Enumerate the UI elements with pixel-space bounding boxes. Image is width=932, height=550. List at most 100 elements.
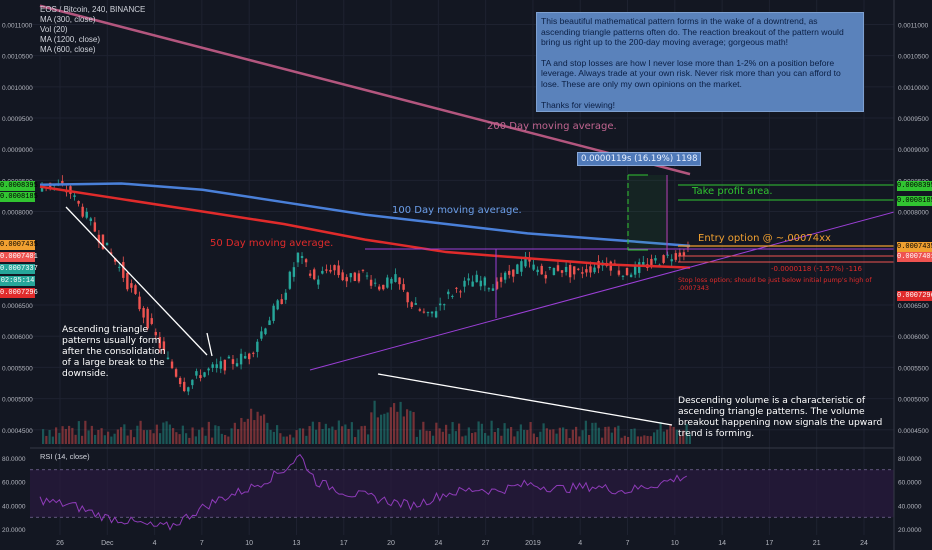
candle <box>321 270 324 274</box>
x-tick-label: 24 <box>434 540 442 547</box>
rsi-line <box>39 453 687 531</box>
candle <box>77 200 80 204</box>
indicator-ma600[interactable]: MA (600, close) <box>40 45 96 54</box>
volume-bar <box>474 432 477 444</box>
candle <box>288 271 292 289</box>
candle <box>361 269 365 271</box>
price-tag-left: 0.0007401 <box>0 252 38 262</box>
volume-bar <box>666 429 669 444</box>
volume-bar <box>253 420 256 444</box>
indicator-ma300[interactable]: MA (300, close) <box>40 15 96 24</box>
candle <box>650 258 653 266</box>
info-box[interactable]: This beautiful mathematical pattern form… <box>536 12 864 112</box>
x-tick-label: 14 <box>718 540 726 547</box>
x-tick-label: 20 <box>387 540 395 547</box>
candle <box>349 273 352 278</box>
candle <box>589 266 592 273</box>
candle <box>373 282 377 284</box>
rsi-tick-left: 40.0000 <box>2 503 26 510</box>
candle <box>585 269 588 273</box>
candle <box>369 279 373 286</box>
volume-bar <box>324 423 327 444</box>
candle <box>93 222 97 232</box>
volume-bar <box>204 435 207 444</box>
volume-bar <box>393 403 396 444</box>
indicator-volume[interactable]: Vol (20) <box>40 25 68 34</box>
price-tag-left: 02:05:14 <box>0 276 35 286</box>
volume-bar <box>685 423 688 444</box>
volume-bar <box>165 421 168 444</box>
volume-bar <box>581 430 584 444</box>
volume-bar <box>584 420 587 444</box>
candle <box>386 277 389 288</box>
volume-bar <box>545 428 548 444</box>
support-trendline <box>309 211 895 371</box>
candle <box>276 300 279 310</box>
candle <box>609 261 612 271</box>
volume-bar <box>415 436 418 444</box>
candle <box>499 277 503 282</box>
volume-bar <box>409 410 412 444</box>
volume-bar <box>669 423 672 444</box>
volume-bar <box>679 436 682 444</box>
volume-bar <box>298 428 301 444</box>
volume-bar <box>620 437 623 444</box>
volume-bar <box>597 427 600 444</box>
volume-bar <box>347 428 350 444</box>
candle <box>292 267 296 277</box>
volume-bar <box>682 430 685 444</box>
x-tick-label: 17 <box>766 540 774 547</box>
volume-bar <box>51 436 54 444</box>
volume-bar <box>532 433 535 444</box>
candle <box>536 269 539 273</box>
volume-bar <box>321 429 324 444</box>
candle <box>516 264 519 274</box>
y-tick-label: 0.0011000 <box>898 22 929 29</box>
candle <box>577 268 580 270</box>
volume-bar <box>510 427 513 444</box>
candle <box>642 261 645 266</box>
symbol-title: EOS / Bitcoin, 240, BINANCE <box>40 5 146 14</box>
candle <box>402 284 405 290</box>
candle <box>166 357 170 360</box>
volume-bar <box>350 422 353 444</box>
volume-bar <box>389 407 392 444</box>
volume-bar <box>484 433 487 444</box>
volume-bar <box>113 433 116 444</box>
candle <box>284 292 287 300</box>
volume-bar <box>84 420 87 444</box>
volume-bar <box>552 429 555 444</box>
candle <box>503 272 507 280</box>
candle <box>544 274 547 279</box>
volume-bar <box>529 422 532 444</box>
rsi-band <box>30 469 894 518</box>
candle <box>174 369 178 377</box>
volume-bar <box>211 437 214 444</box>
x-tick-label: 26 <box>56 540 64 547</box>
candle <box>471 281 474 287</box>
volume-bar <box>588 434 591 444</box>
ma200-label: 200 Day moving average. <box>487 121 617 132</box>
volume-bar <box>269 429 272 444</box>
volume-bar <box>224 434 227 444</box>
indicator-ma1200[interactable]: MA (1200, close) <box>40 35 101 44</box>
y-tick-label: 0.0008000 <box>898 210 929 217</box>
volume-bar <box>103 435 106 444</box>
volume-bar <box>123 424 126 444</box>
candle <box>406 292 409 303</box>
ma50-line <box>39 185 691 269</box>
candle <box>365 275 369 277</box>
volume-bar <box>100 428 103 444</box>
candle <box>231 359 235 364</box>
volume-bar <box>614 427 617 444</box>
candle <box>183 381 186 392</box>
info-paragraph-2: TA and stop losses are how I never lose … <box>541 57 841 89</box>
volume-bar <box>168 424 171 444</box>
candle <box>662 255 665 263</box>
volume-bar <box>279 433 282 444</box>
volume-bar <box>198 429 201 444</box>
candle <box>593 267 596 273</box>
volume-bar <box>64 429 67 444</box>
volume-bar <box>191 427 194 444</box>
